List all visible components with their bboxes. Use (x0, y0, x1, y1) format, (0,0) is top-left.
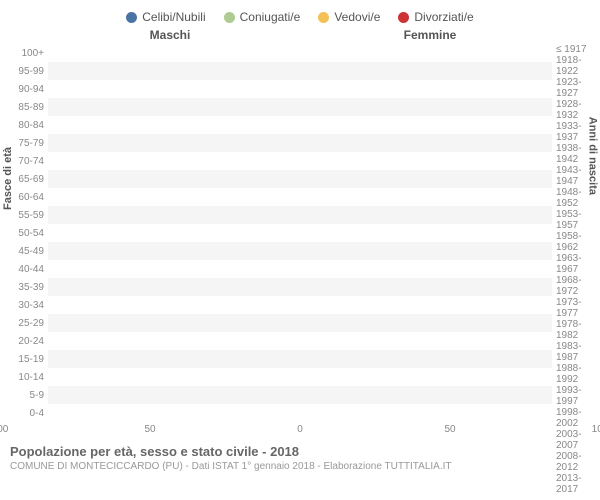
age-label: 20-24 (6, 332, 48, 350)
age-label: 50-54 (6, 224, 48, 242)
legend-swatch (398, 12, 409, 23)
header-male: Maschi (0, 28, 300, 42)
birth-label: 1978-1982 (552, 319, 594, 341)
legend-item: Divorziati/e (398, 10, 473, 24)
pyramid-row (48, 332, 552, 350)
legend-item: Coniugati/e (224, 10, 301, 24)
legend-item: Vedovi/e (318, 10, 380, 24)
pyramid-row (48, 80, 552, 98)
pyramid-row (48, 44, 552, 62)
x-tick: 100 (0, 424, 8, 435)
age-labels: 100+95-9990-9485-8980-8475-7970-7465-696… (6, 44, 48, 422)
x-tick: 50 (144, 424, 155, 435)
age-label: 5-9 (6, 386, 48, 404)
pyramid-row (48, 404, 552, 422)
legend-item: Celibi/Nubili (126, 10, 205, 24)
pyramid-row (48, 62, 552, 80)
birth-label: 2013-2017 (552, 473, 594, 495)
age-label: 100+ (6, 44, 48, 62)
birth-label: 1963-1967 (552, 253, 594, 275)
pyramid-row (48, 314, 552, 332)
y-axis-left-title: Fasce di età (2, 147, 14, 210)
x-tick: 0 (297, 424, 303, 435)
birth-label: 1983-1987 (552, 341, 594, 363)
age-label: 35-39 (6, 278, 48, 296)
pyramid-row (48, 152, 552, 170)
pyramid-row (48, 260, 552, 278)
legend-label: Coniugati/e (240, 10, 301, 24)
footer: Popolazione per età, sesso e stato civil… (0, 436, 600, 472)
birth-label: 1923-1927 (552, 77, 594, 99)
chart-subtitle: COMUNE DI MONTECICCARDO (PU) - Dati ISTA… (10, 461, 590, 472)
age-label: 40-44 (6, 260, 48, 278)
pyramid-row (48, 296, 552, 314)
age-label: 30-34 (6, 296, 48, 314)
pyramid-row (48, 350, 552, 368)
legend-swatch (318, 12, 329, 23)
age-label: 90-94 (6, 80, 48, 98)
chart-title: Popolazione per età, sesso e stato civil… (10, 444, 590, 459)
birth-labels: ≤ 19171918-19221923-19271928-19321933-19… (552, 44, 594, 422)
birth-label: 1973-1977 (552, 297, 594, 319)
legend-swatch (224, 12, 235, 23)
legend-swatch (126, 12, 137, 23)
age-label: 45-49 (6, 242, 48, 260)
chart-area: 100+95-9990-9485-8980-8475-7970-7465-696… (0, 42, 600, 422)
age-label: 95-99 (6, 62, 48, 80)
pyramid-row (48, 206, 552, 224)
plot (48, 44, 552, 422)
pyramid-row (48, 98, 552, 116)
x-axis: 100 50 0 50 100 (0, 422, 600, 436)
birth-label: 1958-1962 (552, 231, 594, 253)
age-label: 10-14 (6, 368, 48, 386)
birth-label: ≤ 1917 (552, 44, 594, 55)
pyramid-row (48, 188, 552, 206)
age-label: 85-89 (6, 98, 48, 116)
birth-label: 1988-1992 (552, 363, 594, 385)
pyramid-row (48, 116, 552, 134)
header-female: Femmine (300, 28, 600, 42)
legend-label: Divorziati/e (414, 10, 473, 24)
age-label: 15-19 (6, 350, 48, 368)
x-tick: 50 (444, 424, 455, 435)
pyramid-row (48, 134, 552, 152)
birth-label: 1993-1997 (552, 385, 594, 407)
legend: Celibi/Nubili Coniugati/e Vedovi/e Divorzia… (0, 0, 600, 28)
pyramid-row (48, 368, 552, 386)
birth-label: 1953-1957 (552, 209, 594, 231)
age-label: 25-29 (6, 314, 48, 332)
pyramid-row (48, 224, 552, 242)
legend-label: Celibi/Nubili (142, 10, 205, 24)
pyramid-row (48, 242, 552, 260)
legend-label: Vedovi/e (334, 10, 380, 24)
pyramid-row (48, 386, 552, 404)
gender-headers: Maschi Femmine (0, 28, 600, 42)
x-tick: 100 (592, 424, 600, 435)
birth-label: 1968-1972 (552, 275, 594, 297)
y-axis-right-title: Anni di nascita (586, 117, 598, 195)
age-label: 0-4 (6, 404, 48, 422)
pyramid-row (48, 278, 552, 296)
birth-label: 1918-1922 (552, 55, 594, 77)
age-label: 80-84 (6, 116, 48, 134)
pyramid-row (48, 170, 552, 188)
birth-label: 2008-2012 (552, 451, 594, 473)
